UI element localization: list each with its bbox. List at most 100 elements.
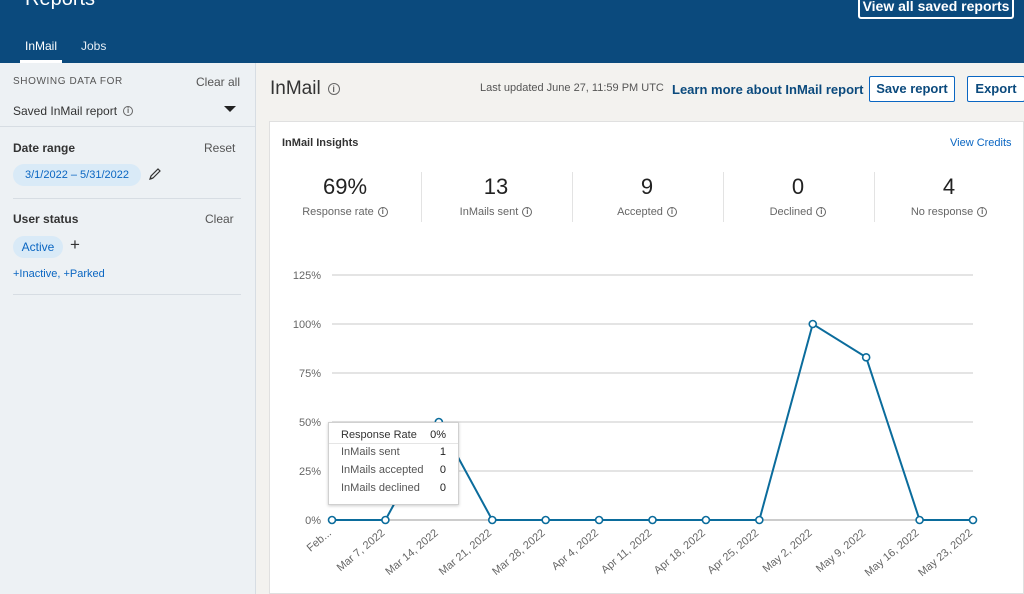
data-point <box>381 515 390 525</box>
data-point <box>915 515 924 525</box>
x-tick-label: Apr 18, 2022 <box>652 527 708 577</box>
stat-value: 4 <box>942 174 956 199</box>
more-status-link[interactable]: +Inactive, +Parked <box>13 268 105 280</box>
date-range-chip[interactable]: 3/1/2022 – 5/31/2022 <box>13 164 141 186</box>
info-icon[interactable]: i <box>666 207 677 217</box>
reset-link[interactable]: Reset <box>204 141 236 155</box>
info-icon[interactable]: i <box>377 207 388 217</box>
stat-label: No response i <box>874 206 1024 218</box>
stat-accepted: 9 Accepted i <box>572 174 722 218</box>
saved-report-dropdown[interactable]: Saved InMail report i <box>13 104 134 118</box>
data-point <box>594 515 604 525</box>
divider <box>421 172 422 222</box>
tab-jobs[interactable]: Jobs <box>81 39 107 53</box>
y-tick-label: 0% <box>305 515 321 527</box>
x-tick-label: May 23, 2022 <box>916 527 975 579</box>
active-tab-indicator <box>20 60 62 63</box>
clear-link[interactable]: Clear <box>205 212 234 226</box>
y-tick-label: 75% <box>299 368 321 380</box>
info-icon[interactable]: i <box>123 106 134 116</box>
stat-label-text: No response <box>910 206 974 218</box>
active-status-chip[interactable]: Active <box>13 236 63 258</box>
stat-inmails-sent: 13 InMails sent i <box>421 174 571 218</box>
y-tick-label: 25% <box>299 466 321 478</box>
tooltip-row: Response Rate 0% <box>341 429 446 441</box>
tooltip-value: 1 <box>439 446 446 458</box>
saved-report-label: Saved InMail report <box>13 104 118 118</box>
divider <box>572 172 573 222</box>
tab-inmail[interactable]: InMail <box>25 39 58 53</box>
data-point <box>755 515 764 525</box>
data-point <box>487 515 497 525</box>
tooltip-row: InMails sent 1 <box>341 446 446 458</box>
divider <box>874 172 875 222</box>
view-saved-reports-button[interactable]: View all saved reports <box>858 0 1014 19</box>
tooltip-value: 0 <box>439 482 446 494</box>
learn-more-link[interactable]: Learn more about InMail report <box>672 82 864 97</box>
stat-declined: 0 Declined i <box>723 174 873 218</box>
stat-value: 13 <box>483 174 509 199</box>
info-icon[interactable]: i <box>327 83 340 95</box>
tooltip-label: Response Rate <box>341 429 417 441</box>
data-point <box>861 353 871 362</box>
data-point <box>648 515 657 525</box>
stat-label: Response rate i <box>270 206 420 218</box>
sidebar-section-title: SHOWING DATA FOR <box>13 76 123 87</box>
x-tick-label: May 16, 2022 <box>863 527 922 579</box>
data-point <box>541 515 550 525</box>
filter-sidebar: SHOWING DATA FOR Clear all Saved InMail … <box>0 63 256 594</box>
y-tick-label: 125% <box>293 270 321 282</box>
data-point <box>808 319 818 329</box>
save-report-button[interactable]: Save report <box>869 76 955 102</box>
x-tick-label: Mar 21, 2022 <box>437 527 494 578</box>
tooltip-value: 0% <box>430 429 446 441</box>
x-tick-label: May 9, 2022 <box>814 527 868 575</box>
insights-title: InMail Insights <box>282 137 359 149</box>
clear-all-link[interactable]: Clear all <box>196 75 241 89</box>
y-tick-label: 100% <box>293 319 321 331</box>
page-title-text: InMail <box>270 78 321 99</box>
x-tick-label: Mar 14, 2022 <box>383 527 440 578</box>
user-status-label: User status <box>13 212 79 226</box>
x-tick-label: May 2, 2022 <box>761 527 815 575</box>
data-point <box>327 515 337 525</box>
stat-label: Declined i <box>723 206 873 218</box>
tooltip-label: InMails declined <box>341 482 420 494</box>
insights-card: InMail Insights View Credits 69% Respons… <box>269 121 1024 594</box>
last-updated-text: Last updated June 27, 11:59 PM UTC <box>480 82 664 94</box>
stat-label-text: InMails sent <box>459 206 519 218</box>
stat-label-text: Response rate <box>302 206 374 218</box>
chart-svg: 0%25%50%75%100%125%Feb... Mar 7, 2022Mar … <box>293 270 978 579</box>
divider <box>13 198 241 199</box>
view-credits-link[interactable]: View Credits <box>950 137 1012 149</box>
data-point <box>701 515 711 525</box>
x-tick-label: Apr 11, 2022 <box>599 527 654 576</box>
x-tick-label: Apr 4, 2022 <box>550 527 601 573</box>
divider <box>13 294 241 295</box>
divider <box>723 172 724 222</box>
chart-tooltip: Response Rate 0% InMails sent 1 InMails … <box>328 422 459 505</box>
tooltip-label: InMails sent <box>341 446 400 458</box>
tooltip-row: InMails declined 0 <box>341 482 446 494</box>
add-status-icon[interactable]: + <box>70 235 80 254</box>
divider <box>329 443 458 444</box>
export-button[interactable]: Export <box>967 76 1024 102</box>
info-icon[interactable]: i <box>522 207 533 217</box>
tooltip-label: InMails accepted <box>341 464 424 476</box>
response-rate-chart: 0% 25% 50% 75% 100% 125% Feb... Mar 7, 2022 Mar … <box>269 260 1024 594</box>
x-tick-label: Mar 7, 2022 <box>335 527 388 574</box>
x-tick-label: Mar 28, 2022 <box>490 527 547 578</box>
tooltip-row: InMails accepted 0 <box>341 464 446 476</box>
x-tick-label: Apr 25, 2022 <box>705 527 761 577</box>
pencil-icon[interactable] <box>148 167 162 181</box>
date-range-label: Date range <box>13 141 76 155</box>
page-title: InMail i <box>270 78 340 100</box>
app-title: Reports <box>25 0 95 11</box>
chevron-down-icon[interactable] <box>224 106 236 112</box>
x-tick-label: Feb... <box>305 527 334 554</box>
stat-label-text: Declined <box>769 206 813 218</box>
info-icon[interactable]: i <box>977 207 988 217</box>
stat-value: 0 <box>791 174 805 199</box>
data-point <box>968 515 978 525</box>
info-icon[interactable]: i <box>816 207 827 217</box>
